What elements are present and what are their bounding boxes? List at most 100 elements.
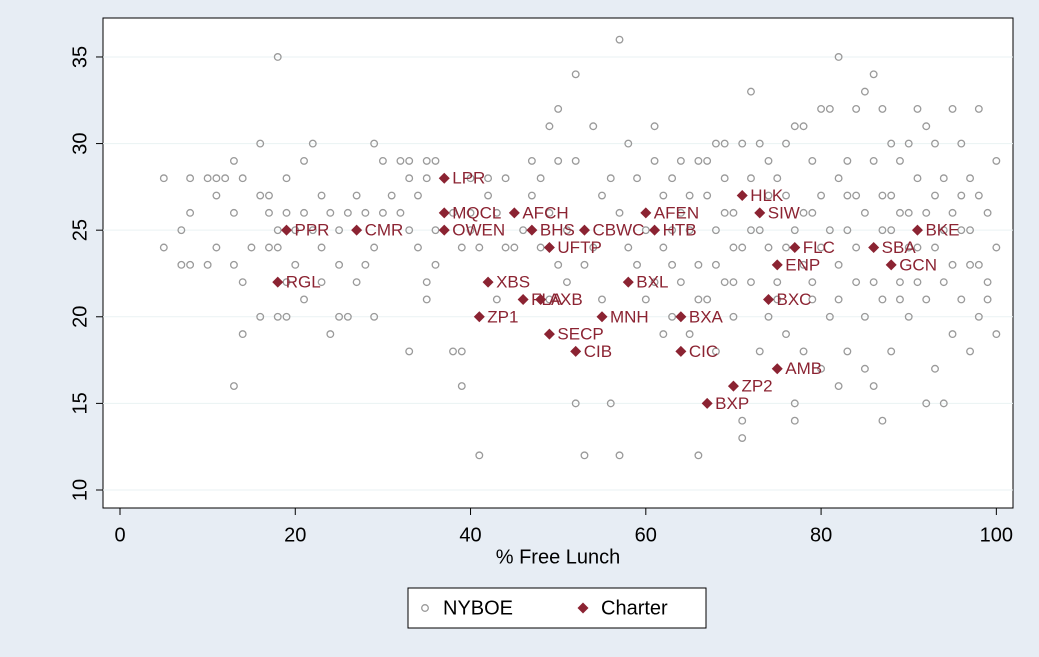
point — [422, 295, 431, 304]
point-label: GCN — [899, 255, 937, 274]
point — [422, 174, 431, 183]
point — [834, 53, 843, 61]
point — [545, 122, 554, 131]
point — [790, 399, 799, 408]
point — [177, 260, 186, 269]
point — [229, 208, 238, 217]
point — [238, 330, 247, 339]
point — [703, 295, 712, 304]
point — [711, 260, 720, 269]
point — [869, 156, 878, 165]
point — [852, 104, 861, 113]
point — [265, 191, 273, 200]
point — [834, 174, 843, 183]
point — [580, 260, 589, 269]
point — [554, 104, 563, 113]
x-tick-label: 20 — [284, 524, 306, 546]
point — [335, 226, 344, 235]
point — [817, 364, 826, 373]
point — [992, 243, 1001, 252]
point — [738, 434, 747, 442]
point — [939, 226, 948, 235]
point — [159, 174, 168, 183]
point — [676, 156, 685, 165]
point — [922, 295, 931, 304]
point — [335, 312, 344, 321]
point-label: FLC — [803, 238, 835, 257]
point — [885, 259, 897, 271]
point — [808, 208, 817, 217]
point — [405, 347, 414, 356]
point-label: HTB — [663, 221, 697, 240]
point — [370, 312, 379, 321]
point — [773, 174, 782, 183]
point — [834, 260, 843, 269]
point — [685, 330, 694, 339]
y-tick-label: 35 — [69, 46, 91, 68]
point-label: CMR — [365, 221, 404, 240]
point — [825, 312, 834, 321]
point — [913, 243, 922, 252]
point — [878, 416, 887, 425]
point — [238, 174, 247, 183]
point — [317, 191, 326, 200]
point — [992, 156, 1001, 165]
point — [983, 295, 992, 304]
point — [983, 278, 992, 287]
point — [473, 311, 485, 323]
plot: 10 15 20 25 30 35 0 20 40 60 80 100 LPR MQCL AFCH AFEN S… — [69, 35, 1013, 546]
point — [764, 191, 773, 200]
point — [361, 260, 370, 269]
point — [562, 226, 571, 235]
point-label: FLA — [531, 290, 563, 309]
point — [343, 208, 352, 217]
point — [887, 191, 896, 200]
point — [675, 311, 687, 323]
point — [466, 174, 475, 183]
x-tick-label: 60 — [635, 524, 657, 546]
point — [527, 191, 536, 200]
point — [159, 243, 168, 252]
point — [343, 312, 352, 321]
point — [615, 451, 624, 460]
point — [878, 226, 887, 235]
point — [273, 53, 282, 61]
point — [186, 174, 195, 183]
point — [484, 174, 493, 183]
point — [948, 104, 957, 113]
point — [571, 70, 580, 79]
point — [764, 156, 773, 165]
point — [370, 139, 379, 148]
point — [957, 295, 966, 304]
point — [983, 208, 992, 217]
y-tick-label: 30 — [69, 132, 91, 154]
point — [282, 208, 291, 217]
point-label: BXL — [636, 273, 668, 292]
point — [782, 139, 790, 148]
point — [747, 278, 755, 287]
point-label: HLK — [750, 186, 784, 205]
x-axis-title: % Free Lunch — [496, 546, 621, 568]
point — [317, 278, 326, 287]
point — [438, 172, 450, 184]
point — [571, 399, 580, 408]
point-label: OWEN — [452, 221, 505, 240]
point — [606, 399, 615, 408]
point — [913, 174, 922, 183]
legend-label: Charter — [601, 597, 668, 619]
point — [265, 243, 273, 252]
point — [335, 260, 344, 269]
point — [414, 243, 422, 252]
point — [878, 295, 887, 304]
point — [904, 208, 913, 217]
point — [281, 224, 293, 236]
point-label: BHS — [540, 221, 575, 240]
point — [931, 364, 939, 373]
point — [282, 312, 291, 321]
point — [974, 312, 983, 321]
point — [589, 243, 598, 252]
point-label: LPR — [452, 169, 485, 188]
point-label: BXA — [689, 307, 724, 326]
point — [396, 208, 405, 217]
point — [825, 226, 834, 235]
